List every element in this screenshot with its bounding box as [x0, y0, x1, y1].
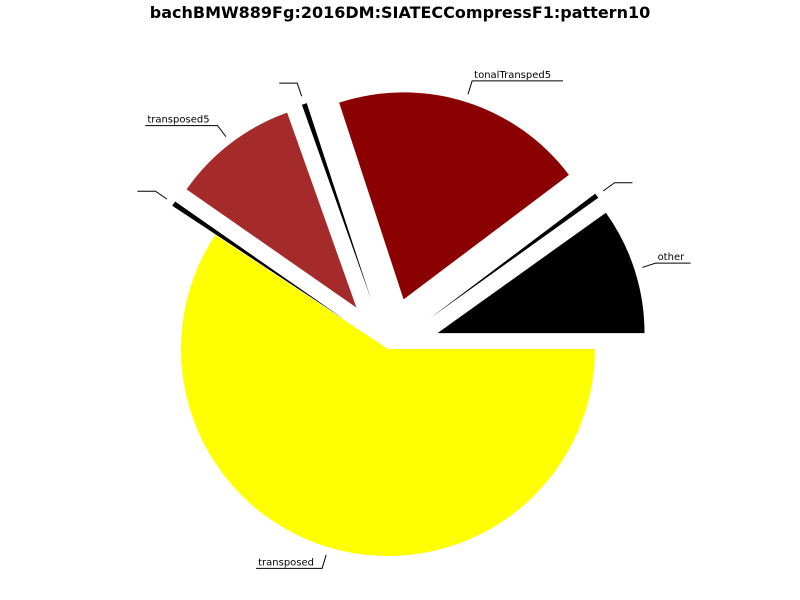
chart-title: bachBMW889Fg:2016DM:SIATECCompressF1:pat…	[149, 3, 651, 22]
leader-line	[642, 262, 691, 268]
slice-label-tonaltransped5: tonalTransped5	[474, 70, 551, 81]
leader-line	[256, 554, 327, 569]
pie-slice-transposed	[181, 234, 595, 556]
pie-slice-tonaltransped5	[339, 92, 569, 300]
pie-slices	[172, 92, 645, 556]
slice-label-transposed5: transposed5	[147, 115, 209, 126]
leader-line	[467, 80, 563, 95]
pie-labels: other tonalTransped5 transposed5 transposed	[137, 70, 691, 569]
pie-slice-1	[429, 193, 599, 319]
slice-label-other: other	[658, 252, 686, 263]
leader-line	[145, 125, 227, 138]
pie-slice-transposed5	[186, 112, 357, 308]
pie-slice-3	[301, 103, 372, 300]
pie-slice-5	[172, 201, 345, 320]
pie-slice-other	[437, 212, 645, 334]
leader-line	[602, 182, 633, 192]
leader-line	[279, 82, 303, 97]
slice-label-transposed: transposed	[258, 557, 314, 568]
leader-line	[137, 190, 168, 200]
